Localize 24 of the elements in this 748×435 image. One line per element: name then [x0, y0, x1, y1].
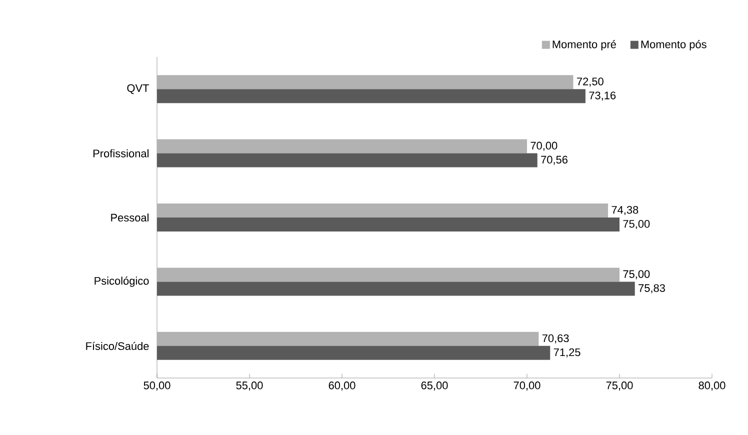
y-tick-label: Profissional: [93, 149, 148, 158]
y-tick-label: Físico/Saúde: [86, 342, 149, 350]
data-label: 75,00: [623, 220, 650, 230]
x-tick-label: 65,00: [421, 382, 448, 391]
y-tick-label: Pessoal: [111, 213, 148, 222]
data-label: 74,38: [612, 206, 638, 216]
data-label: 75,83: [638, 284, 665, 294]
x-tick-label: 60,00: [328, 382, 356, 391]
data-label: 70,63: [542, 334, 569, 344]
x-tick-label: 75,00: [606, 382, 633, 391]
legend-label: Momento pré: [552, 40, 616, 50]
data-label: 70,00: [530, 142, 558, 151]
x-tick-label: 55,00: [236, 382, 263, 391]
data-label: 73,16: [589, 92, 616, 101]
y-tick-label: QVT: [127, 84, 149, 94]
y-tick-label: Psicológico: [94, 276, 149, 287]
data-label: 70,56: [541, 156, 568, 165]
x-tick-label: 70,00: [514, 382, 540, 391]
x-tick-label: 80,00: [698, 382, 726, 391]
legend-label: Momento pós: [641, 40, 706, 50]
data-label: 71,25: [554, 348, 580, 358]
data-label: 75,00: [623, 270, 650, 280]
x-tick-label: 50,00: [144, 382, 170, 391]
data-label: 72,50: [577, 78, 604, 87]
